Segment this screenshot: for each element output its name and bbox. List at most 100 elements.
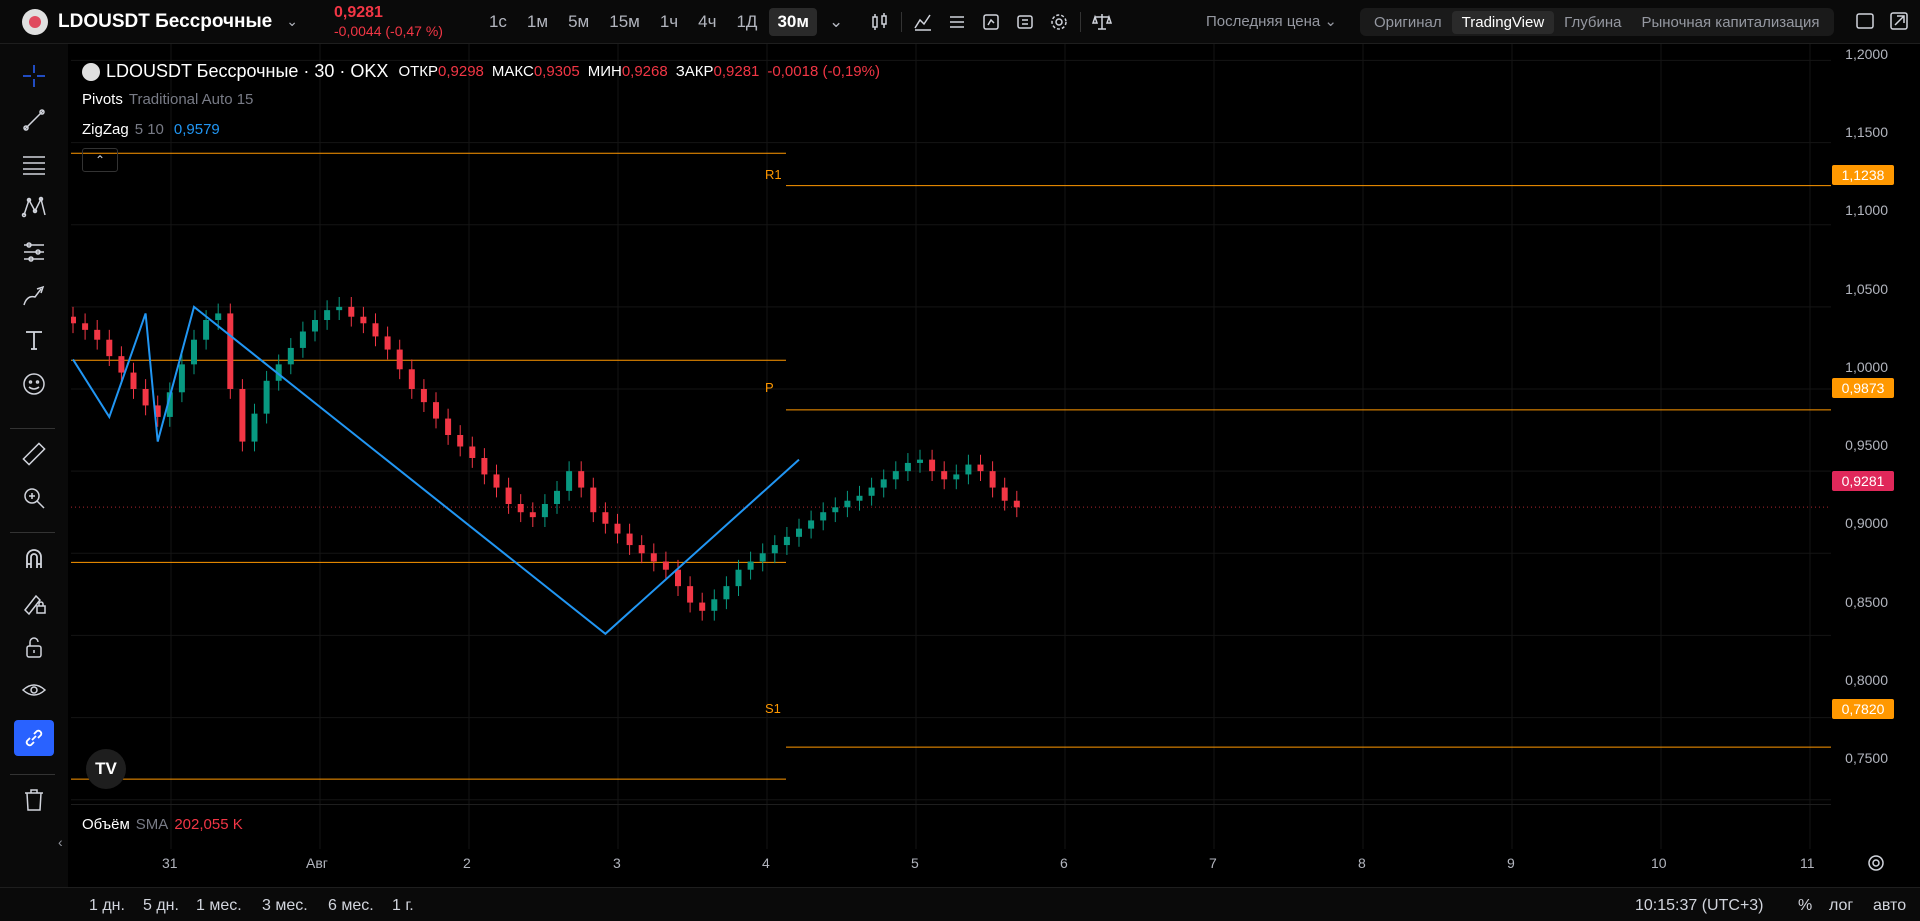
indicators-icon[interactable] <box>906 7 940 37</box>
lock-drawing-icon[interactable] <box>14 585 54 621</box>
emoji-icon[interactable] <box>14 366 54 402</box>
ruler-icon[interactable] <box>14 436 54 472</box>
candles-icon[interactable] <box>863 7 897 37</box>
candle-body <box>541 504 548 518</box>
timeframe-selector: 1с 1м 5м 15м 1ч 4ч 1Д 30м ⌄ <box>481 7 855 36</box>
candle-body <box>505 487 512 504</box>
mode-depth[interactable]: Глубина <box>1564 13 1622 31</box>
candle-body <box>880 479 887 488</box>
symbol-name[interactable]: LDOUSDT Бессрочные <box>58 10 273 32</box>
collapse-legend-button[interactable]: ⌃ <box>82 148 118 172</box>
legend-pivots[interactable]: Pivots Traditional Auto 15 <box>82 91 253 108</box>
timeframe-1h[interactable]: 1ч <box>659 11 679 31</box>
timeframe-15m[interactable]: 15м <box>609 11 640 31</box>
layout-icon[interactable] <box>1854 10 1876 32</box>
candle-body <box>481 458 488 475</box>
candle-body <box>759 553 766 562</box>
candle-body <box>251 413 258 442</box>
drawing-toolbar: ‹ <box>0 44 68 920</box>
range-1m[interactable]: 1 мес. <box>196 897 242 914</box>
tradingview-logo[interactable]: TV <box>86 749 126 789</box>
timeframe-5m[interactable]: 5м <box>568 11 590 31</box>
time-label: 7 <box>1209 855 1217 871</box>
percent-toggle[interactable]: % <box>1798 897 1813 914</box>
auto-toggle[interactable]: авто <box>1873 897 1907 914</box>
collapse-toolbar-icon[interactable]: ‹ <box>58 834 63 850</box>
range-3m[interactable]: 3 мес. <box>262 897 308 914</box>
candle-body <box>856 495 863 501</box>
replay-icon[interactable] <box>974 7 1008 37</box>
range-1y[interactable]: 1 г. <box>392 897 414 914</box>
candle-body <box>638 545 645 554</box>
link-icon[interactable] <box>14 720 54 756</box>
price-axis-label: 1,0000 <box>1845 359 1888 375</box>
candle-body <box>735 569 742 587</box>
trend-line-icon[interactable] <box>14 102 54 138</box>
open-value: 0,9298 <box>438 63 484 80</box>
time-label: Авг <box>306 855 328 871</box>
forecast-icon[interactable] <box>14 234 54 270</box>
candle-body <box>989 471 996 488</box>
low-value: 0,9268 <box>621 63 668 80</box>
high-label: МАКС <box>491 63 534 80</box>
timeframe-1m[interactable]: 1м <box>526 11 549 31</box>
legend-zigzag[interactable]: ZigZag 5 10 0,9579 <box>82 121 220 138</box>
r1-price-tag: 1,1238 <box>1832 165 1894 185</box>
pivots-params: Traditional Auto 15 <box>128 91 254 108</box>
mode-tradingview[interactable]: TradingView <box>1451 10 1555 34</box>
zigzag-params: 5 10 <box>134 121 164 138</box>
zoom-in-icon[interactable] <box>14 480 54 516</box>
timeframe-chevron-icon[interactable]: ⌄ <box>828 11 844 31</box>
candle-body <box>396 349 403 370</box>
chart-settings-icon[interactable] <box>1866 853 1886 876</box>
price-axis-label: 1,1500 <box>1845 124 1888 140</box>
chart-grid <box>71 44 1831 849</box>
candle-body <box>166 392 173 417</box>
trash-icon[interactable] <box>14 782 54 818</box>
price-axis-label: 0,9000 <box>1845 515 1888 531</box>
mode-market-cap[interactable]: Рыночная капитализация <box>1641 13 1820 31</box>
price-axis-label: 0,8500 <box>1845 594 1888 610</box>
scales-icon[interactable] <box>1085 7 1119 37</box>
alert-icon[interactable] <box>1008 7 1042 37</box>
candle-body <box>820 512 827 521</box>
candle-body <box>227 313 234 389</box>
timeframe-1d[interactable]: 1Д <box>736 11 758 31</box>
magnet-icon[interactable] <box>14 541 54 577</box>
timeframe-30m[interactable]: 30м <box>769 7 817 36</box>
fullscreen-icon[interactable] <box>1888 10 1910 32</box>
range-5d[interactable]: 5 дн. <box>143 897 179 914</box>
time-label: 4 <box>762 855 770 871</box>
price-chart[interactable] <box>71 44 1831 849</box>
unlock-icon[interactable] <box>14 629 54 665</box>
s1-price-tag: 0,7820 <box>1832 699 1894 719</box>
candle-body <box>529 512 536 518</box>
pattern-icon[interactable] <box>14 190 54 226</box>
text-icon[interactable] <box>14 322 54 358</box>
clock[interactable]: 10:15:37 (UTC+3) <box>1635 897 1764 914</box>
log-toggle[interactable]: лог <box>1829 897 1854 914</box>
mode-original[interactable]: Оригинал <box>1374 13 1442 31</box>
range-6m[interactable]: 6 мес. <box>328 897 374 914</box>
candle-body <box>844 500 851 508</box>
time-label: 11 <box>1800 855 1815 871</box>
chevron-down-icon[interactable]: ⌄ <box>286 13 298 29</box>
eye-icon[interactable] <box>14 673 54 709</box>
range-1d[interactable]: 1 дн. <box>89 897 125 914</box>
timeframe-1s[interactable]: 1с <box>488 11 507 31</box>
horizontal-lines-icon[interactable] <box>14 146 54 182</box>
candle-body <box>590 487 597 513</box>
legend-main: LDOUSDT Бессрочные · 30 · OKX ОТКР 0,929… <box>82 61 880 82</box>
top-toolbar: LDOUSDT Бессрочные ⌄ 0,9281 -0,0044 (-0,… <box>0 0 1920 44</box>
chart-toolbar-icons <box>863 7 1119 37</box>
chart-mode-tabs: Оригинал TradingView Глубина Рыночная ка… <box>1360 8 1834 36</box>
timeframe-4h[interactable]: 4ч <box>698 11 717 31</box>
price-type-selector[interactable]: Последняя цена ⌄ <box>1206 13 1337 30</box>
crosshair-icon[interactable] <box>14 58 54 94</box>
list-icon[interactable] <box>940 7 974 37</box>
legend-volume[interactable]: Объём SMA 202,055 K <box>82 816 243 833</box>
candle-body <box>348 306 355 317</box>
brush-icon[interactable] <box>14 278 54 314</box>
settings-gear-icon[interactable] <box>1042 7 1076 37</box>
candle-body <box>517 504 524 513</box>
